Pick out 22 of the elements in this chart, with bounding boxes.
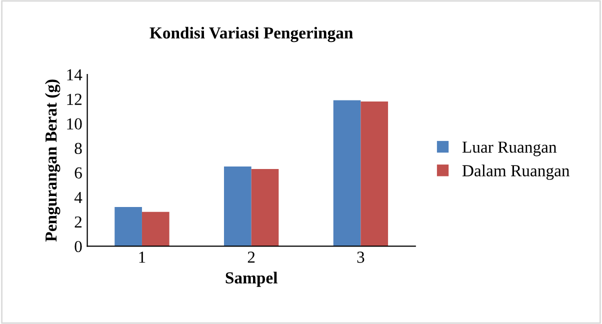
legend-label: Dalam Ruangan bbox=[462, 164, 570, 180]
chart-title: Kondisi Variasi Pengeringan bbox=[150, 26, 353, 42]
bar bbox=[224, 166, 252, 246]
x-tick-label: 3 bbox=[357, 252, 364, 263]
legend-label: Luar Ruangan bbox=[462, 142, 557, 156]
y-tick-label: 8 bbox=[74, 142, 82, 154]
bar bbox=[333, 100, 361, 246]
y-tick-label: 0 bbox=[74, 240, 82, 252]
y-tick-label: 4 bbox=[74, 192, 82, 203]
x-tick-label: 2 bbox=[248, 252, 255, 263]
y-tick-label: 2 bbox=[74, 216, 82, 228]
x-axis-title: Sampel bbox=[226, 272, 278, 287]
x-tick-label: 1 bbox=[139, 252, 146, 263]
bar bbox=[251, 168, 279, 246]
bar bbox=[114, 206, 142, 246]
bar bbox=[142, 212, 170, 246]
y-tick-label: 14 bbox=[67, 69, 82, 80]
y-tick-label: 12 bbox=[67, 94, 82, 105]
bar bbox=[360, 102, 388, 246]
y-tick-label: 10 bbox=[67, 118, 82, 130]
y-axis-title: Pengurangan Berat (g) bbox=[44, 80, 60, 242]
y-tick-label: 6 bbox=[74, 167, 82, 179]
